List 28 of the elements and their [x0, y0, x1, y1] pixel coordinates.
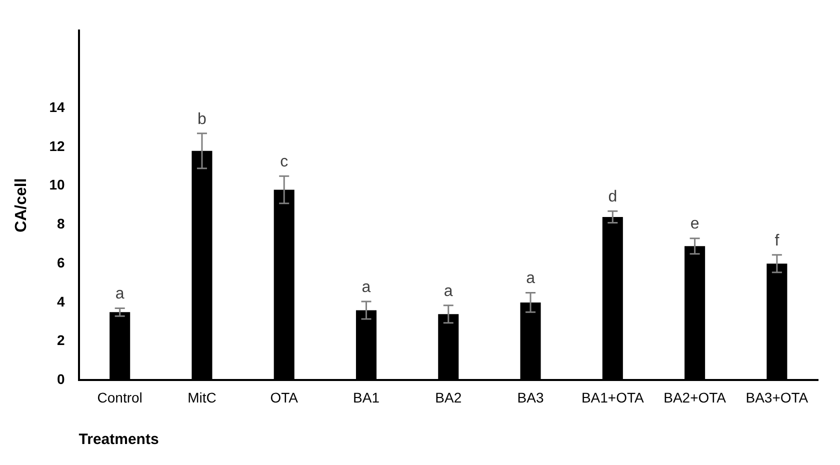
x-tick-label: BA2 [435, 389, 462, 406]
x-tick-label: Control [97, 389, 142, 406]
annotation: e [690, 216, 700, 233]
y-tick-label: 2 [56, 332, 65, 348]
annotation: b [198, 110, 207, 128]
annotation: d [608, 188, 618, 206]
y-tick-label: 12 [49, 138, 65, 154]
x-tick-label: BA2+OTA [664, 389, 727, 406]
annotation: a [444, 282, 453, 300]
x-tick-label: MitC [188, 389, 216, 406]
x-tick-label: BA1 [353, 389, 380, 406]
y-tick-label: 14 [49, 98, 65, 115]
x-tick-label: BA1+OTA [581, 389, 645, 406]
annotation: a [526, 270, 536, 288]
annotation: a [115, 286, 124, 303]
y-tick-label: 8 [56, 216, 65, 232]
y-tick-label: 6 [56, 254, 65, 270]
y-tick-label: 0 [56, 371, 65, 388]
x-tick-label: BA3 [517, 389, 544, 406]
x-tick-label: BA3+OTA [746, 389, 809, 406]
y-tick-label: 10 [49, 176, 65, 193]
x-axis-title: Treatments [78, 431, 159, 448]
y-axis-title: CA/cell [13, 178, 30, 232]
annotation: c [280, 154, 288, 171]
annotation: f [774, 232, 780, 250]
x-tick-label: OTA [270, 389, 299, 406]
annotation: a [362, 278, 371, 296]
y-tick-label: 4 [56, 293, 65, 310]
